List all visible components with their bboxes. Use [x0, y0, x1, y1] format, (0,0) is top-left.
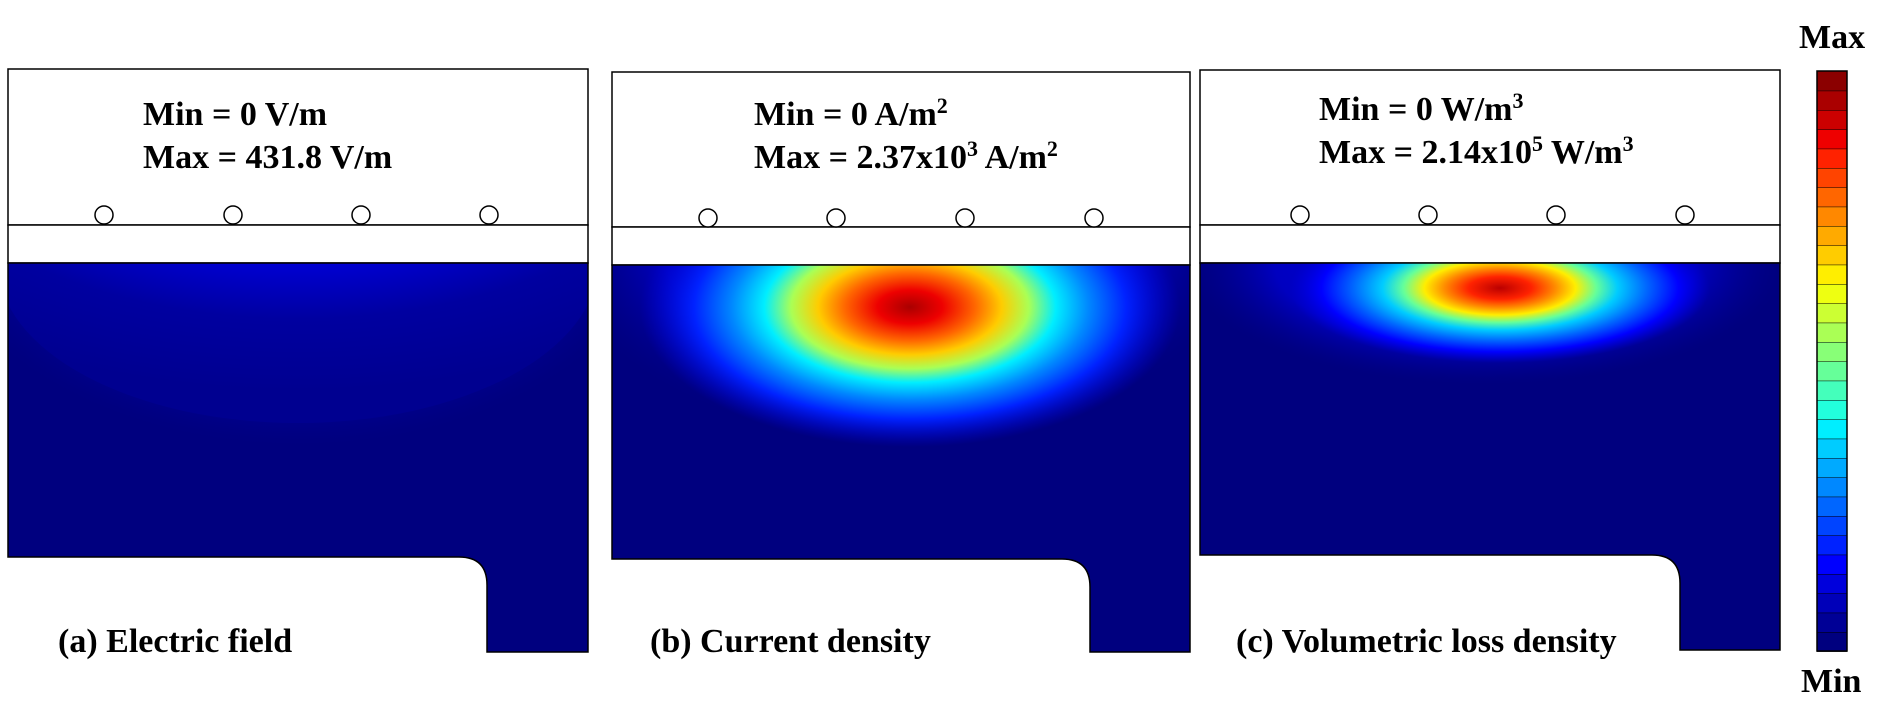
colorbar-band	[1816, 206, 1848, 227]
colorbar-band	[1816, 283, 1848, 304]
electrode-circle	[479, 205, 499, 225]
colorbar-band	[1816, 322, 1848, 343]
colorbar-band	[1816, 360, 1848, 382]
panel-b: Min = 0 A/m2 Max = 2.37x103 A/m2 (b) Cur…	[611, 71, 1191, 660]
colorbar-band	[1816, 554, 1848, 575]
panel-a-air-box	[7, 68, 589, 226]
panel-b-layer	[611, 226, 1191, 266]
colorbar-band	[1816, 148, 1848, 169]
panel-c-electrodes	[1290, 205, 1695, 225]
colorbar-band	[1816, 612, 1848, 633]
panel-b-min-label: Min = 0 A/m2	[754, 93, 948, 133]
colorbar-band	[1816, 592, 1848, 614]
panel-a-electrodes	[94, 205, 499, 225]
panel-c: Min = 0 W/m3 Max = 2.14x105 W/m3 (c) Vol…	[1199, 69, 1781, 660]
electrode-circle	[698, 208, 718, 228]
colorbar-band	[1816, 128, 1848, 150]
electrode-circle	[1675, 205, 1695, 225]
panel-c-min-label: Min = 0 W/m3	[1319, 88, 1523, 128]
colorbar-band	[1816, 341, 1848, 362]
colorbar-max-label: Max	[1799, 19, 1865, 56]
colorbar-band	[1816, 515, 1848, 536]
colorbar-band	[1816, 302, 1848, 324]
colorbar-band	[1816, 244, 1848, 266]
colorbar-band	[1816, 109, 1848, 130]
panel-c-air-box	[1199, 69, 1781, 226]
colorbar-band	[1816, 264, 1848, 285]
colorbar-band	[1816, 225, 1848, 246]
electrode-circle	[1084, 208, 1104, 228]
electrode-circle	[955, 208, 975, 228]
panel-b-caption: (b) Current density	[650, 623, 931, 660]
colorbar-band	[1816, 476, 1848, 498]
electrode-circle	[94, 205, 114, 225]
panel-c-outline	[1199, 262, 1781, 651]
colorbar-band	[1816, 573, 1848, 594]
colorbar-band	[1816, 186, 1848, 208]
colorbar-min-label: Min	[1801, 663, 1862, 700]
electrode-circle	[1546, 205, 1566, 225]
panel-a-caption: (a) Electric field	[58, 623, 292, 660]
panel-c-layer	[1199, 224, 1781, 264]
colorbar-band	[1816, 380, 1848, 401]
electrode-circle	[1418, 205, 1438, 225]
panel-a-min-label: Min = 0 V/m	[143, 96, 327, 133]
electrode-circle	[1290, 205, 1310, 225]
panel-b-air-box	[611, 71, 1191, 228]
panel-c-caption: (c) Volumetric loss density	[1236, 623, 1617, 660]
colorbar-band	[1816, 167, 1848, 188]
panel-a: Min = 0 V/m Max = 431.8 V/m (a) Electric…	[7, 68, 589, 660]
panel-b-max-label: Max = 2.37x103 A/m2	[754, 136, 1058, 176]
colorbar-band	[1816, 418, 1848, 440]
electrode-circle	[223, 205, 243, 225]
colorbar-band	[1816, 399, 1848, 420]
colorbar-band	[1816, 496, 1848, 517]
panel-b-outline	[611, 264, 1191, 653]
colorbar-frame	[1816, 70, 1848, 652]
colorbar-band	[1816, 70, 1848, 92]
colorbar-band	[1816, 631, 1848, 652]
panel-b-electrodes	[698, 208, 1104, 228]
colorbar-band	[1816, 457, 1848, 478]
colorbar: Max Min	[1799, 19, 1865, 700]
colorbar-scale	[1816, 70, 1848, 652]
panel-a-max-label: Max = 431.8 V/m	[143, 139, 392, 176]
panel-a-layer	[7, 224, 589, 264]
colorbar-band	[1816, 438, 1848, 459]
colorbar-band	[1816, 90, 1848, 111]
panel-a-outline	[7, 262, 589, 653]
electrode-circle	[826, 208, 846, 228]
electrode-circle	[351, 205, 371, 225]
panel-c-max-label: Max = 2.14x105 W/m3	[1319, 131, 1634, 171]
colorbar-band	[1816, 534, 1848, 556]
